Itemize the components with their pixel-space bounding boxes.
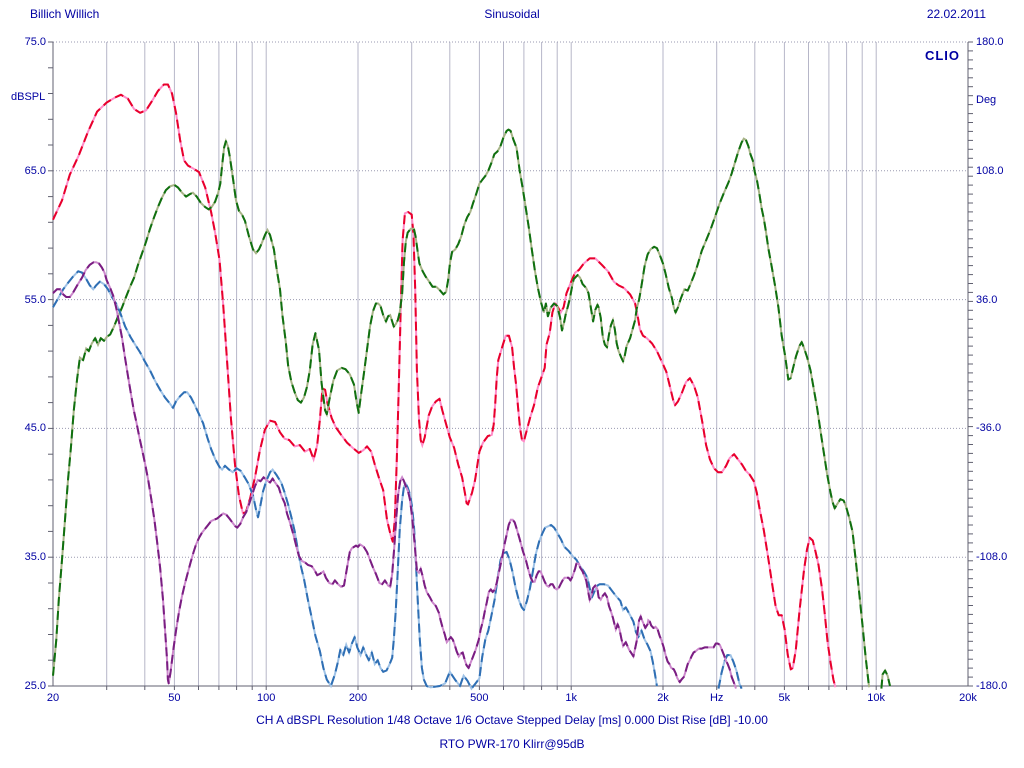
y-right-tick-label: -180.0 — [976, 680, 1008, 692]
x-axis-tick-label: Hz — [709, 692, 724, 704]
red-curve — [52, 83, 837, 688]
y-right-tick-label: -36.0 — [976, 422, 1002, 435]
green-curve — [52, 128, 871, 688]
measurement-subject: RTO PWR-170 Klirr@95dB — [439, 737, 585, 751]
green-curve-tint — [52, 128, 871, 688]
purple-curve — [52, 261, 737, 689]
x-axis-tick-label: 20 — [46, 692, 60, 704]
red-curve-tint — [52, 83, 837, 688]
y-right-axis-unit: Deg — [976, 94, 997, 106]
measurement-date: 22.02.2011 — [926, 7, 986, 21]
x-axis-tick-label: 500 — [470, 692, 489, 704]
blue-curve-tint — [52, 270, 658, 691]
x-axis-tick-label: 200 — [348, 692, 368, 704]
y-left-tick-label: 25.0 — [24, 680, 46, 692]
x-axis-tick-label: 10k — [867, 692, 886, 704]
x-axis-tick-label: 5k — [778, 692, 791, 704]
measurement-title: Billich Willich — [30, 7, 100, 21]
y-left-axis-unit: dBSPL — [11, 91, 46, 103]
x-axis-tick-label: 2k — [657, 692, 669, 704]
measurement-settings: CH A dBSPL Resolution 1/48 Octave 1/6 Oc… — [256, 713, 768, 727]
y-right-tick-label: -108.0 — [976, 551, 1008, 564]
x-axis-tick-label: 20k — [959, 692, 977, 704]
y-right-tick-label: 108.0 — [976, 164, 1004, 177]
y-left-tick-label: 55.0 — [24, 293, 46, 306]
x-axis-tick-label: 1k — [565, 692, 577, 704]
green-curve — [880, 669, 891, 689]
y-left-tick-label: 75.0 — [24, 36, 46, 48]
y-left-tick-label: 65.0 — [24, 164, 46, 177]
clio-logo: CLIO — [924, 48, 960, 63]
blue-curve — [717, 654, 743, 689]
y-right-tick-label: 180.0 — [976, 36, 1004, 48]
y-right-tick-label: 36.0 — [976, 293, 998, 306]
x-axis-tick-label: 100 — [256, 692, 276, 704]
measurement-type: Sinusoidal — [484, 7, 540, 21]
blue-curve — [52, 270, 658, 690]
y-left-tick-label: 35.0 — [24, 551, 46, 564]
y-left-tick-label: 45.0 — [24, 422, 46, 435]
x-axis-tick-label: 50 — [168, 692, 181, 704]
